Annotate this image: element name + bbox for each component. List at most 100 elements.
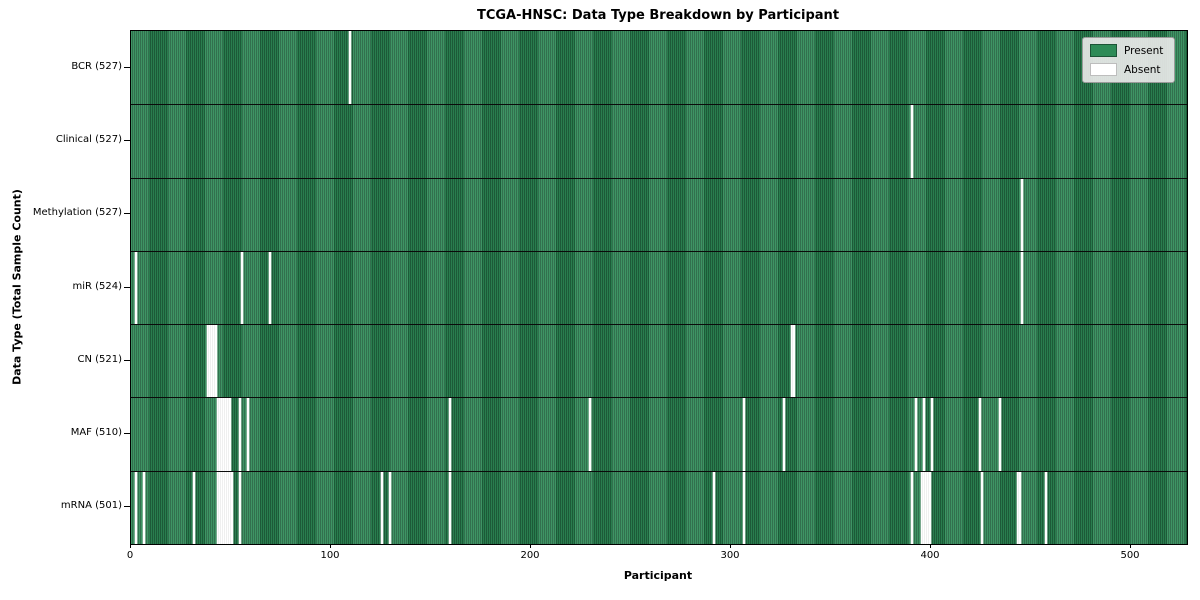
absent-bar (213, 325, 215, 398)
row-Clinical (131, 104, 1187, 178)
row-CN (131, 324, 1187, 398)
absent-bar (925, 471, 927, 544)
xtick-mark (1130, 544, 1131, 548)
absent-bar (979, 398, 981, 471)
ytick-label-Clinical: Clinical (527) (55, 133, 122, 145)
absent-bar (193, 471, 195, 544)
absent-bar (793, 325, 795, 398)
absent-bar (713, 471, 715, 544)
absent-bar (915, 398, 917, 471)
legend-present-label: Present (1124, 44, 1164, 57)
xtick-label-400: 400 (920, 550, 940, 561)
absent-bar (209, 325, 211, 398)
absent-bar (135, 471, 137, 544)
legend-absent-label: Absent (1124, 63, 1161, 76)
absent-bar (215, 325, 217, 398)
ytick-label-miR: miR (524) (72, 280, 122, 292)
absent-bar (927, 471, 929, 544)
absent-bar (1021, 251, 1023, 325)
absent-bar (239, 471, 241, 544)
absent-bar (221, 398, 223, 471)
chart-title: TCGA-HNSC: Data Type Breakdown by Partic… (476, 8, 840, 23)
xtick-label-0: 0 (126, 550, 134, 561)
absent-bar (227, 471, 229, 544)
absent-bar (217, 398, 219, 471)
row-Methylation (131, 177, 1187, 251)
absent-bar (223, 471, 225, 544)
ytick-label-BCR: BCR (527) (71, 60, 122, 72)
xtick-label-500: 500 (1120, 550, 1140, 561)
absent-bar (135, 251, 137, 325)
xtick-mark (530, 544, 531, 548)
absent-bar (225, 398, 227, 471)
absent-bar (219, 398, 221, 471)
absent-bar (911, 471, 913, 544)
absent-bar (207, 325, 209, 398)
ytick-mark (124, 433, 130, 435)
absent-bar (931, 398, 933, 471)
absent-bar (269, 251, 271, 325)
xtick-label-100: 100 (320, 550, 340, 561)
row-MAF (131, 397, 1187, 471)
plot-area (130, 30, 1188, 545)
absent-bar (1021, 178, 1023, 251)
absent-bar (1017, 471, 1019, 544)
ytick-label-CN: CN (521) (77, 353, 122, 365)
xtick-mark (330, 544, 331, 548)
absent-bar (449, 398, 451, 471)
ytick-mark (124, 286, 130, 288)
absent-bar (921, 471, 923, 544)
absent-bar (743, 471, 745, 544)
absent-bar (229, 471, 231, 544)
absent-bar (239, 398, 241, 471)
absent-bar (1019, 471, 1021, 544)
absent-bar (241, 251, 243, 325)
absent-bar (225, 471, 227, 544)
absent-bar (349, 31, 351, 105)
legend: Present Absent (1082, 37, 1175, 83)
ytick-label-MAF: MAF (510) (70, 427, 122, 439)
present-swatch-icon (1090, 44, 1117, 57)
absent-bar (449, 471, 451, 544)
absent-bar (923, 471, 925, 544)
absent-bar (791, 325, 793, 398)
absent-bar (589, 398, 591, 471)
ytick-mark (124, 66, 130, 68)
absent-bar (929, 471, 931, 544)
x-axis-label: Participant (623, 569, 693, 582)
absent-swatch-icon (1090, 63, 1117, 76)
absent-bar (227, 398, 229, 471)
absent-bar (981, 471, 983, 544)
absent-bar (221, 471, 223, 544)
ytick-mark (124, 359, 130, 361)
absent-bar (923, 398, 925, 471)
absent-bar (231, 471, 233, 544)
ytick-mark (124, 213, 130, 215)
absent-bar (1045, 471, 1047, 544)
row-mRNA (131, 470, 1187, 544)
absent-bar (219, 471, 221, 544)
absent-bar (743, 398, 745, 471)
xtick-mark (730, 544, 731, 548)
absent-bar (229, 398, 231, 471)
absent-bar (911, 105, 913, 178)
absent-bar (211, 325, 213, 398)
absent-bar (999, 398, 1001, 471)
ytick-mark (124, 506, 130, 508)
absent-bar (783, 398, 785, 471)
row-BCR (131, 31, 1187, 105)
row-miR (131, 250, 1187, 325)
ytick-label-mRNA: mRNA (501) (60, 500, 122, 512)
xtick-label-300: 300 (720, 550, 740, 561)
legend-entry-present: Present (1090, 44, 1166, 57)
xtick-mark (930, 544, 931, 548)
absent-bar (143, 471, 145, 544)
legend-entry-absent: Absent (1090, 63, 1166, 76)
absent-bar (381, 471, 383, 544)
ytick-label-Methylation: Methylation (527) (32, 207, 122, 219)
ytick-mark (124, 139, 130, 141)
xtick-mark (130, 544, 131, 548)
absent-bar (247, 398, 249, 471)
absent-bar (223, 398, 225, 471)
